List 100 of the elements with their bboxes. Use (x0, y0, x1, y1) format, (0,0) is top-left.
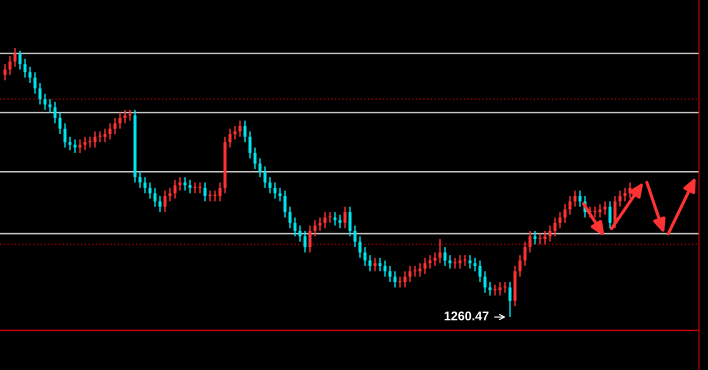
candlestick (394, 270, 396, 288)
candlestick (178, 176, 182, 192)
candlestick (188, 179, 192, 194)
candlestick (108, 122, 112, 140)
candlestick (168, 187, 172, 202)
candlestick (344, 206, 346, 229)
candlestick (554, 216, 556, 238)
candlestick (374, 257, 376, 272)
candlestick (434, 252, 436, 267)
candlestick (568, 195, 572, 216)
candlestick (254, 146, 256, 170)
candlestick (228, 128, 232, 148)
candlestick (54, 101, 56, 124)
candlestick (364, 246, 366, 267)
candlestick (454, 257, 456, 270)
candlestick (84, 136, 86, 151)
candlestick (418, 262, 422, 278)
candlestick (244, 120, 246, 143)
candlestick (408, 265, 412, 283)
candlestick (158, 195, 162, 213)
candlestick (444, 246, 446, 267)
candlestick (248, 130, 252, 159)
candlestick (284, 190, 286, 218)
candlestick (258, 158, 262, 178)
candlestick (548, 224, 552, 242)
candlestick (94, 130, 96, 148)
candlestick (378, 257, 382, 272)
candlestick (128, 109, 132, 122)
candlestick (388, 265, 392, 283)
candlestick (368, 254, 372, 272)
candlestick (498, 281, 502, 296)
candlestick (504, 281, 506, 294)
candlestick (68, 136, 72, 151)
candlestick (398, 276, 402, 288)
annotation: 1260.47 (444, 312, 489, 320)
candlestick (328, 211, 332, 224)
candlestick (144, 176, 146, 194)
candlestick (8, 55, 12, 76)
candlestick (494, 284, 496, 296)
candlestick (74, 138, 76, 154)
candlestick (594, 206, 596, 218)
candlestick (518, 254, 522, 278)
candlestick (524, 240, 526, 267)
candlestick (604, 200, 606, 216)
candlestick (478, 260, 482, 283)
candlestick (264, 166, 266, 189)
candlestick (38, 82, 42, 106)
candlestick (318, 216, 322, 232)
candlestick (384, 260, 386, 278)
candlestick (308, 224, 312, 254)
candlestick (534, 230, 536, 246)
candlestick (148, 182, 152, 200)
candlestick (304, 230, 306, 254)
candlestick (64, 122, 66, 148)
candlestick (414, 265, 416, 278)
candlestick (58, 112, 62, 135)
candlestick (268, 176, 272, 194)
candlestick (438, 238, 442, 264)
candlestick (484, 270, 486, 294)
candlestick (18, 50, 22, 70)
candlestick (124, 109, 126, 124)
candlestick (28, 66, 32, 84)
candlestick (468, 254, 472, 270)
candlestick (214, 190, 216, 202)
candlestick (608, 200, 612, 229)
candlestick (104, 128, 106, 143)
candlestick (174, 179, 176, 200)
candlestick (348, 206, 352, 238)
candlestick (544, 230, 546, 246)
candlestick (184, 176, 186, 192)
candlestick (234, 125, 236, 140)
candlestick (558, 211, 562, 229)
candlestick (574, 190, 576, 208)
candlestick (194, 182, 196, 194)
candlestick (474, 257, 476, 272)
candlestick (48, 98, 52, 114)
candlestick (488, 281, 492, 296)
candlestick (4, 63, 6, 81)
candlestick (114, 117, 116, 135)
candlestick (138, 171, 142, 189)
candlestick (538, 232, 542, 246)
candlestick (218, 182, 222, 202)
candlestick (458, 254, 462, 270)
candlestick (314, 219, 316, 238)
candlestick (238, 120, 242, 138)
candlestick (24, 58, 26, 78)
candlestick (424, 257, 426, 275)
candlestick (334, 211, 336, 226)
candlestick (564, 203, 566, 224)
candlestick (358, 236, 362, 259)
candlestick (34, 72, 36, 94)
candlestick (44, 93, 46, 111)
candlestick (88, 136, 92, 148)
candlestick (98, 130, 102, 143)
candlestick (578, 190, 582, 208)
candlestick (354, 224, 356, 248)
candlestick (14, 47, 16, 68)
candlestick (624, 187, 626, 202)
candlestick (448, 254, 452, 270)
candlestick (198, 182, 202, 194)
